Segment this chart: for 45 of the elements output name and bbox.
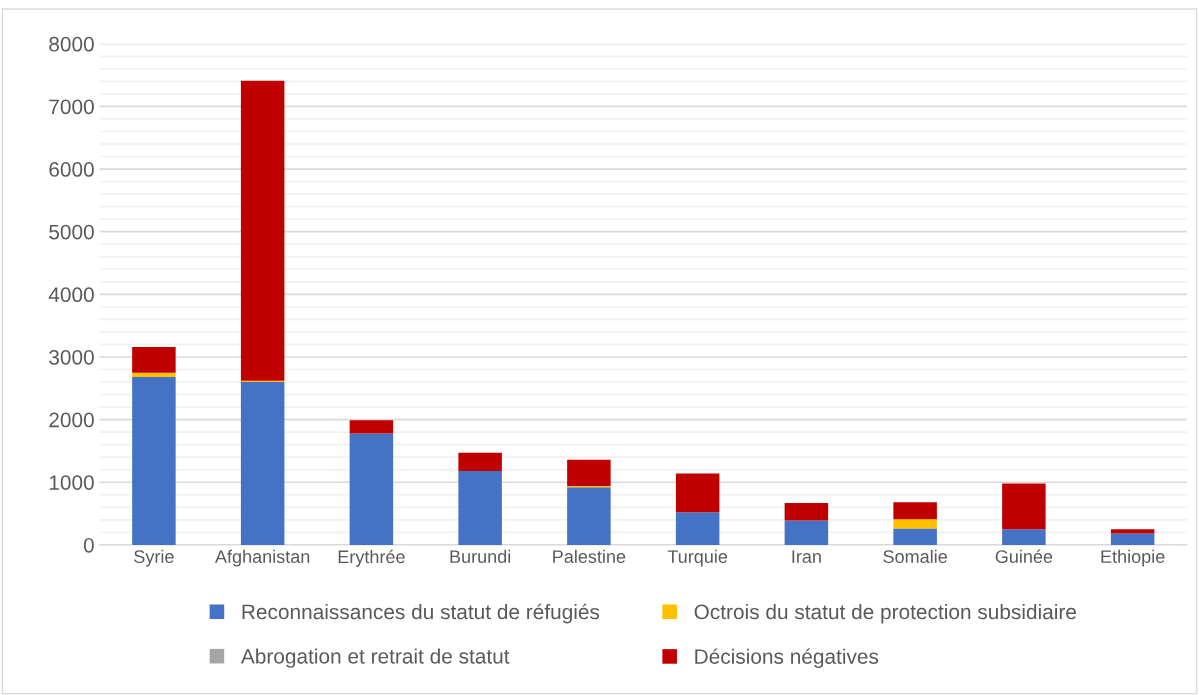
bar	[240, 382, 285, 545]
bar	[132, 372, 176, 378]
bar	[1110, 533, 1155, 545]
legend-label: Abrogation et retrait de statut	[240, 648, 510, 668]
bar	[784, 520, 829, 545]
y-tick-label: 2000	[49, 412, 94, 428]
y-tick-label: 7000	[49, 99, 94, 115]
legend-label: Décisions négatives	[695, 648, 879, 669]
bar	[1110, 529, 1155, 534]
x-tick-label: Guinée	[995, 549, 1053, 563]
x-tick-label: Iran	[792, 550, 821, 563]
y-tick-label: 8000	[49, 36, 94, 52]
y-tick-label: 6000	[49, 162, 94, 177]
y-tick-label: 4000	[48, 287, 94, 303]
bar	[349, 420, 394, 434]
x-tick-label: Somalie	[883, 549, 947, 563]
y-tick-label: 3000	[49, 349, 94, 365]
bar	[567, 487, 611, 545]
x-tick-label: Afghanistan	[215, 549, 310, 567]
bar	[893, 502, 937, 520]
bar	[132, 346, 176, 373]
bar	[132, 377, 176, 545]
x-tick-label: Erythrée	[338, 549, 405, 567]
bar	[675, 512, 720, 545]
x-tick-label: Palestine	[553, 549, 626, 563]
bar	[893, 519, 937, 529]
bar	[675, 473, 720, 513]
x-tick-label: Ethiopie	[1101, 549, 1165, 567]
bar	[1002, 483, 1046, 530]
bar	[240, 80, 285, 381]
x-tick-label: Turquie	[667, 549, 728, 567]
bar	[1002, 529, 1046, 545]
bar	[458, 452, 502, 471]
bar	[893, 528, 937, 545]
x-tick-label: Syrie	[134, 549, 174, 567]
bar	[784, 502, 829, 521]
legend-label: Octrois du statut de protection subsidiaire	[694, 603, 1076, 624]
legend-label: Reconnaissances du statut de réfugiés	[242, 603, 600, 624]
x-tick-label: Burundi	[450, 549, 511, 563]
y-tick-label: 1000	[49, 475, 94, 490]
bar	[458, 470, 502, 545]
y-tick-label: 5000	[49, 224, 94, 240]
bar	[349, 433, 394, 545]
y-tick-label: 0	[83, 537, 94, 553]
bar	[567, 459, 611, 486]
